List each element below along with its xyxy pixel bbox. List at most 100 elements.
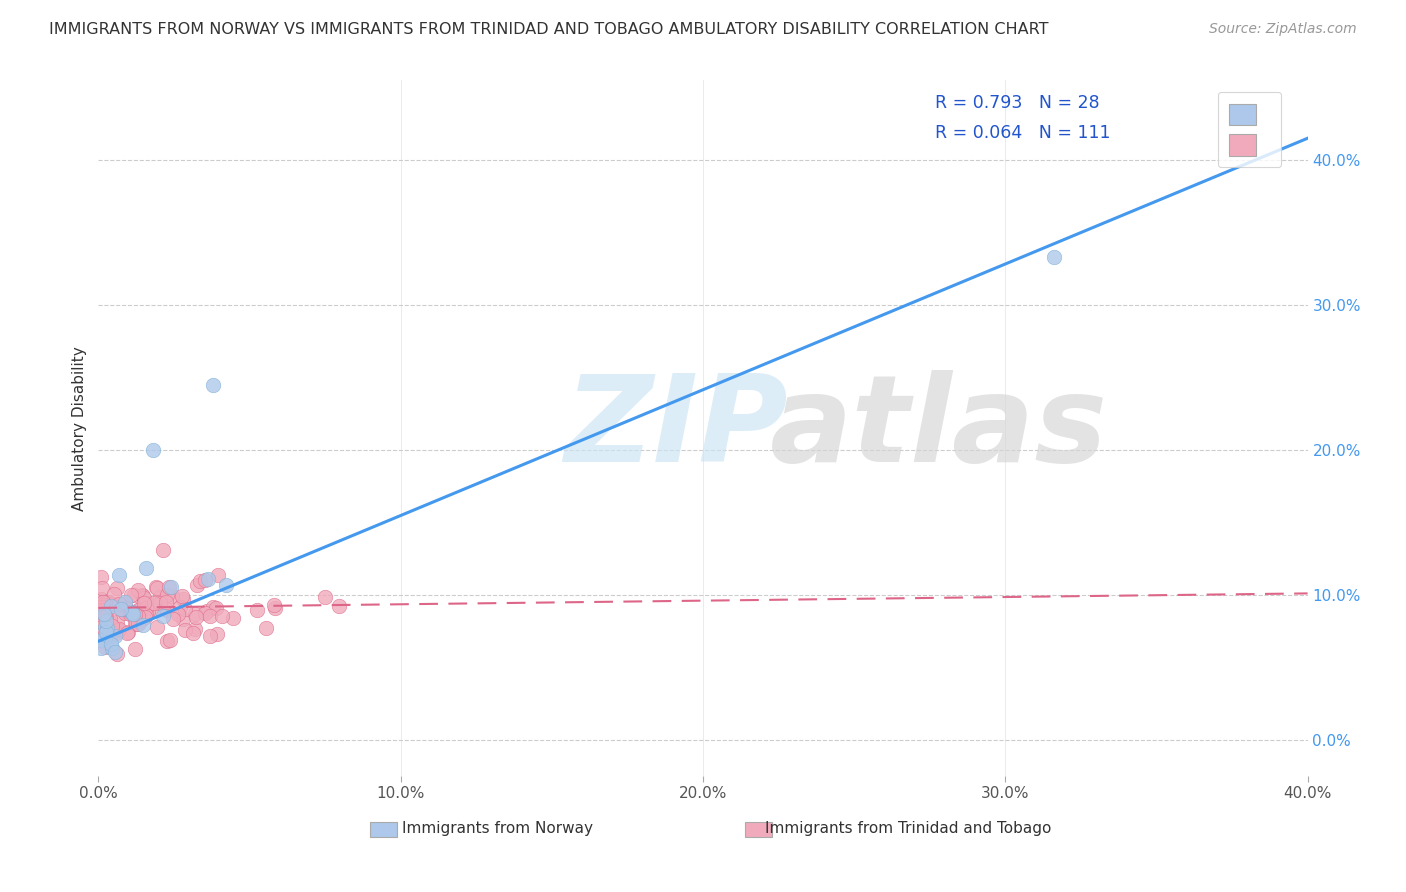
Point (100, 641, 122, 656)
Point (93, 619, 115, 633)
Point (152, 543, 174, 558)
Point (97, 595, 120, 609)
Point (101, 618, 124, 632)
Point (91, 615, 114, 630)
FancyBboxPatch shape (745, 822, 772, 838)
Point (135, 608, 157, 623)
Point (194, 574, 217, 588)
Point (98, 597, 121, 611)
Text: Immigrants from Norway: Immigrants from Norway (402, 821, 593, 836)
Point (100, 628, 122, 642)
Point (93, 609, 115, 624)
Point (204, 601, 226, 615)
Y-axis label: Ambulatory Disability: Ambulatory Disability (72, 346, 87, 510)
Point (103, 587, 125, 601)
Point (127, 609, 149, 624)
Point (118, 607, 141, 621)
Point (155, 595, 177, 609)
Point (190, 574, 212, 588)
Point (1042, 250, 1064, 264)
Point (115, 601, 138, 615)
Point (152, 608, 174, 623)
Point (96, 632, 118, 646)
Point (134, 596, 156, 610)
Point (135, 601, 157, 615)
Point (183, 607, 205, 621)
Point (120, 607, 142, 621)
Point (207, 568, 229, 582)
Point (94, 615, 117, 629)
Point (162, 612, 184, 626)
Point (142, 442, 165, 457)
Text: ZIP: ZIP (564, 369, 787, 487)
Point (207, 626, 229, 640)
Point (121, 606, 143, 620)
Point (314, 590, 336, 604)
Point (169, 599, 191, 614)
Point (184, 622, 207, 636)
Point (142, 603, 165, 617)
Point (111, 601, 134, 615)
Point (146, 581, 169, 595)
Point (91, 620, 114, 634)
Point (117, 625, 139, 640)
Legend: , : , (1218, 92, 1281, 168)
Point (94, 625, 117, 640)
Point (134, 610, 156, 624)
Text: Immigrants from Trinidad and Tobago: Immigrants from Trinidad and Tobago (765, 821, 1052, 836)
Point (167, 607, 190, 622)
Point (195, 604, 218, 618)
Point (131, 589, 153, 603)
Point (91, 633, 114, 648)
Point (104, 626, 127, 640)
Point (90, 592, 112, 607)
Point (198, 609, 221, 624)
Point (90, 640, 112, 655)
Point (159, 633, 181, 648)
Point (125, 616, 148, 631)
Point (222, 611, 245, 625)
Point (156, 603, 179, 617)
Point (156, 634, 179, 648)
Point (90, 612, 112, 626)
Point (96, 621, 118, 635)
Point (172, 592, 194, 607)
Point (91, 599, 114, 614)
Point (181, 626, 204, 640)
Point (124, 642, 146, 657)
Point (136, 604, 159, 618)
Point (143, 596, 166, 610)
Point (96, 599, 118, 613)
Point (149, 596, 172, 610)
Point (132, 591, 155, 606)
Point (124, 615, 146, 630)
Point (90, 633, 112, 648)
Point (104, 645, 127, 659)
Point (145, 619, 167, 633)
Point (121, 607, 143, 621)
Point (93, 631, 115, 645)
Point (132, 618, 155, 632)
Point (91, 581, 114, 595)
Point (254, 621, 277, 635)
Point (134, 593, 156, 607)
Point (93, 607, 115, 621)
Point (128, 601, 150, 615)
Point (202, 377, 225, 392)
Text: Source: ZipAtlas.com: Source: ZipAtlas.com (1209, 22, 1357, 37)
Point (263, 598, 285, 612)
Point (94, 640, 117, 655)
Point (89, 607, 111, 622)
Point (194, 607, 217, 621)
Point (96, 595, 118, 609)
Point (145, 580, 167, 594)
Point (117, 625, 139, 640)
Point (127, 617, 149, 632)
Point (107, 647, 129, 661)
Point (184, 610, 207, 624)
Point (91, 603, 114, 617)
Point (91, 595, 114, 609)
Text: R = 0.064   N = 111: R = 0.064 N = 111 (935, 124, 1111, 142)
Point (135, 561, 157, 575)
Point (127, 582, 149, 597)
